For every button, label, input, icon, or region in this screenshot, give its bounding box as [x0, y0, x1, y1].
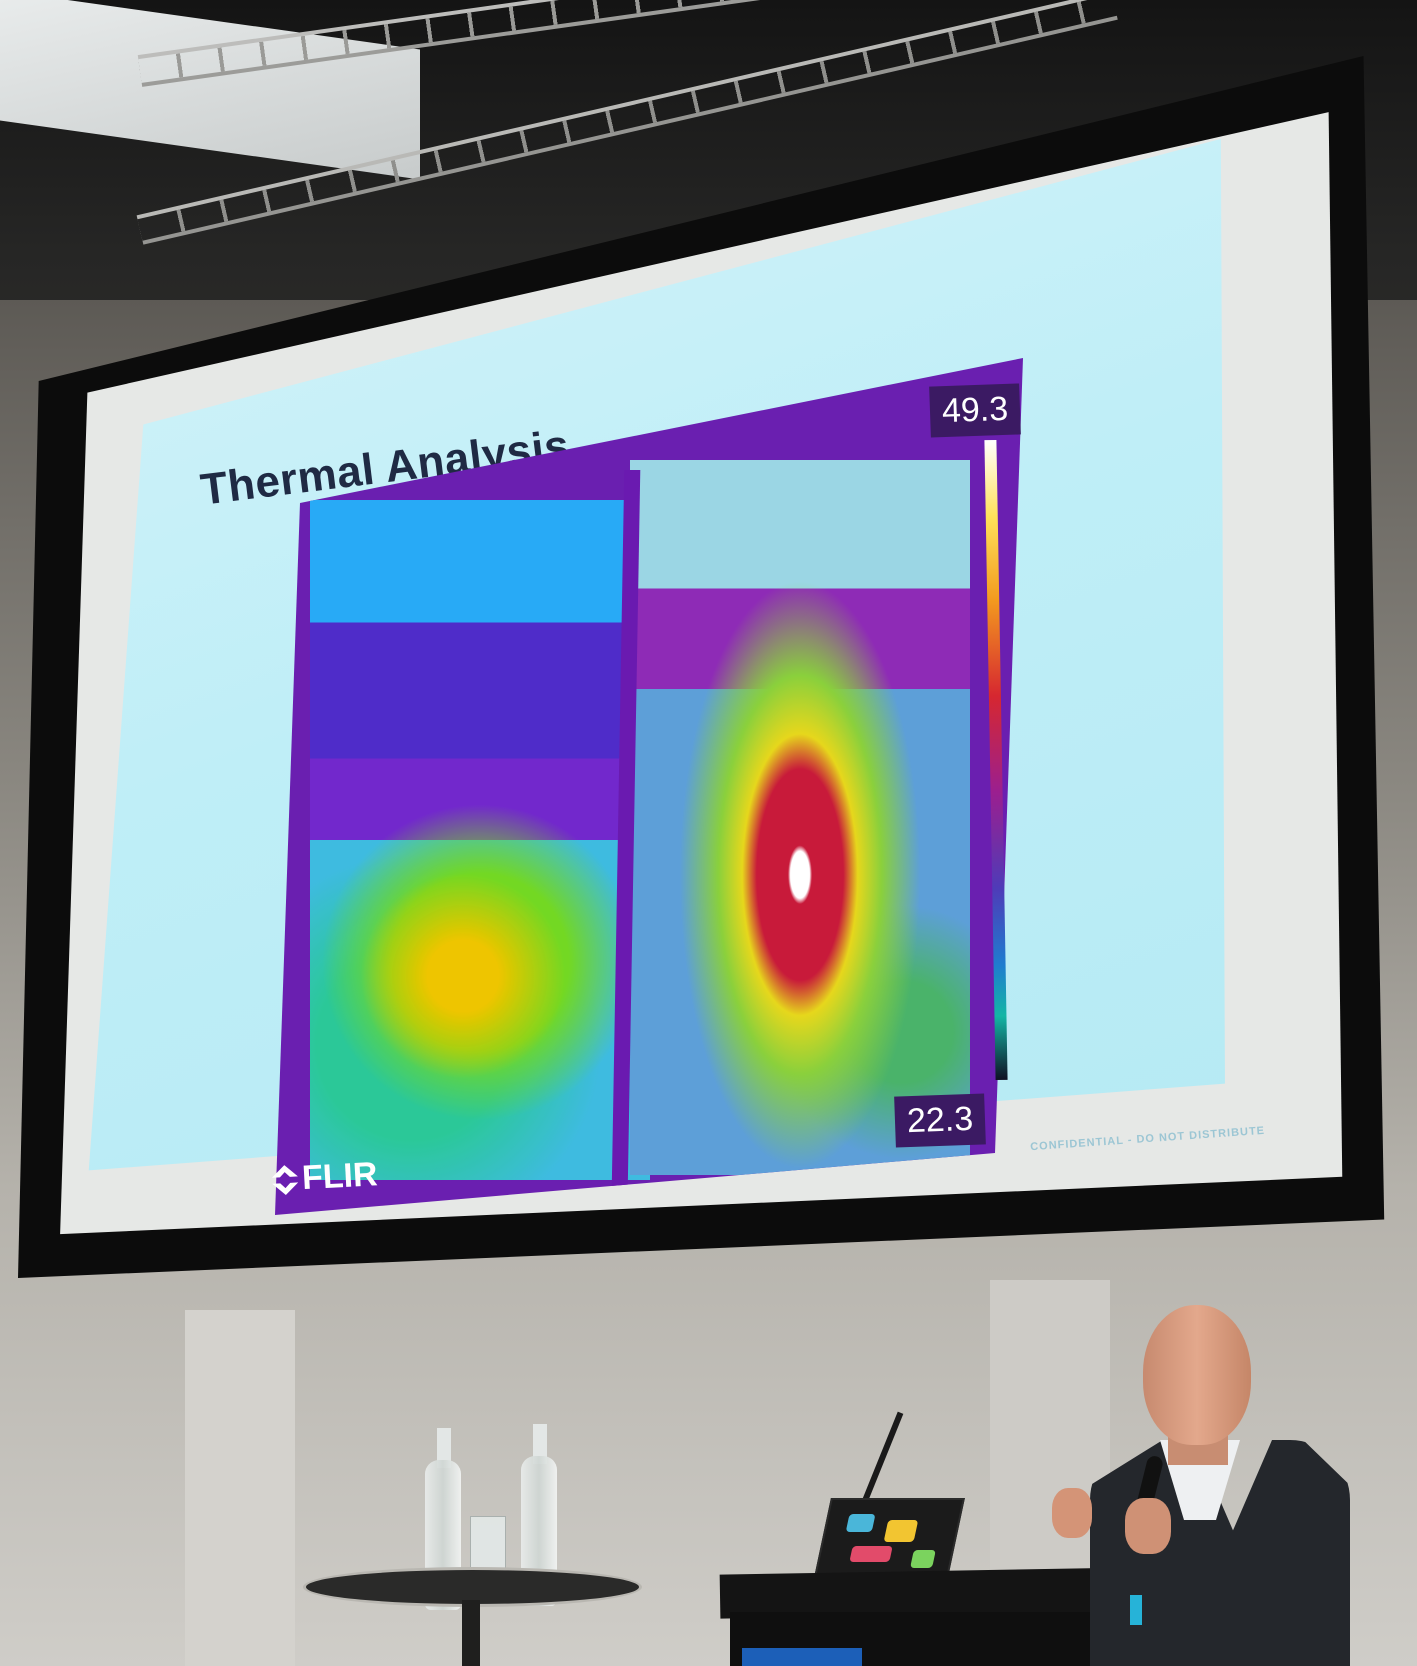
lectern-top [719, 1567, 1141, 1619]
laptop-sticker [849, 1546, 893, 1562]
temperature-scale-max: 49.3 [929, 383, 1022, 438]
cocktail-table-leg [462, 1600, 480, 1666]
water-bottle-neck [437, 1428, 451, 1468]
flir-logo-text: FLIR [301, 1155, 379, 1198]
speaker-hand-left [1052, 1488, 1092, 1538]
lanyard-badge [1130, 1595, 1142, 1625]
water-bottle-neck [533, 1424, 547, 1464]
laptop-sticker [845, 1514, 876, 1532]
laptop [813, 1498, 965, 1582]
speaker-head [1143, 1305, 1251, 1445]
laptop-sticker [910, 1550, 936, 1568]
temperature-scale-min: 22.3 [894, 1093, 987, 1148]
lectern-monitor [742, 1648, 862, 1666]
thermal-image-right-board [630, 460, 970, 1175]
drinking-glass [470, 1516, 506, 1572]
wall-pillar-left [185, 1310, 295, 1666]
flir-logo-icon [271, 1164, 299, 1195]
speaker-hand-right [1125, 1498, 1171, 1554]
laptop-sticker [883, 1520, 919, 1542]
flir-logo: FLIR [271, 1155, 378, 1199]
thermal-image-left-board [310, 500, 650, 1180]
